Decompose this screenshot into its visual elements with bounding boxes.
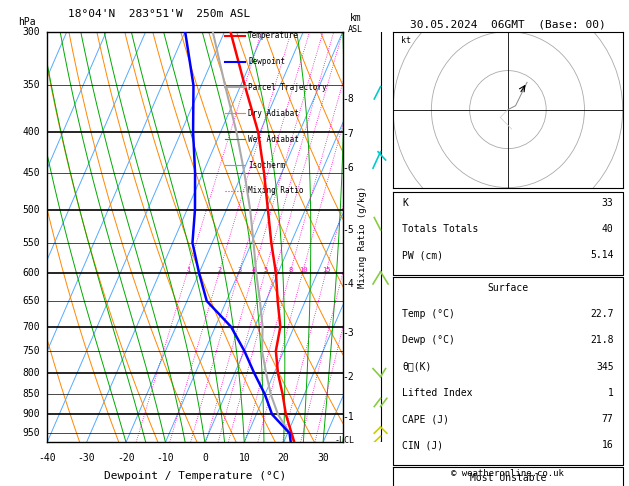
Text: 300: 300 [22,27,40,36]
Text: 0: 0 [202,452,208,463]
Text: Temp (°C): Temp (°C) [403,309,455,319]
Text: Dewpoint / Temperature (°C): Dewpoint / Temperature (°C) [104,471,286,481]
Text: CAPE (J): CAPE (J) [403,414,449,424]
Text: 3: 3 [237,267,242,273]
Text: 400: 400 [22,127,40,137]
Text: 22.7: 22.7 [590,309,613,319]
Text: 16: 16 [602,440,613,451]
Text: 5: 5 [264,267,268,273]
Text: -2: -2 [342,372,354,382]
Text: 700: 700 [22,322,40,332]
Text: 550: 550 [22,238,40,248]
Text: 900: 900 [22,409,40,419]
Text: K: K [403,198,408,208]
Text: Most Unstable: Most Unstable [470,473,546,483]
Text: -LCL: -LCL [334,436,354,445]
Text: 18°04'N  283°51'W  250m ASL: 18°04'N 283°51'W 250m ASL [69,9,250,19]
Text: 30.05.2024  06GMT  (Base: 00): 30.05.2024 06GMT (Base: 00) [410,19,606,29]
Text: Mixing Ratio (g/kg): Mixing Ratio (g/kg) [359,186,367,288]
Text: Wet Adiabat: Wet Adiabat [248,135,299,144]
Text: 2: 2 [218,267,222,273]
Text: © weatheronline.co.uk: © weatheronline.co.uk [452,469,564,478]
Text: 600: 600 [22,268,40,278]
Text: 500: 500 [22,205,40,215]
Text: PW (cm): PW (cm) [403,250,443,260]
Text: 21.8: 21.8 [590,335,613,346]
Text: hPa: hPa [18,17,35,28]
Text: 1: 1 [608,388,613,398]
Text: 800: 800 [22,368,40,378]
Text: Dewp (°C): Dewp (°C) [403,335,455,346]
Text: -20: -20 [117,452,135,463]
Text: 30: 30 [317,452,329,463]
Text: -8: -8 [342,94,354,104]
Text: 6: 6 [273,267,277,273]
Text: Totals Totals: Totals Totals [403,224,479,234]
Text: 77: 77 [602,414,613,424]
Text: 33: 33 [602,198,613,208]
Text: -5: -5 [342,225,354,235]
Text: -40: -40 [38,452,56,463]
Text: -3: -3 [342,328,354,338]
Text: 345: 345 [596,362,613,372]
Text: 450: 450 [22,168,40,178]
Text: Mixing Ratio: Mixing Ratio [248,187,304,195]
Text: 5.14: 5.14 [590,250,613,260]
Text: θᴄ(K): θᴄ(K) [403,362,431,372]
Text: 650: 650 [22,296,40,306]
Text: Dewpoint: Dewpoint [248,57,285,66]
Text: -10: -10 [157,452,174,463]
Text: 350: 350 [22,80,40,90]
Text: -6: -6 [342,163,354,173]
Text: Lifted Index: Lifted Index [403,388,473,398]
Text: 10: 10 [299,267,308,273]
Text: Isotherm: Isotherm [248,160,285,170]
Text: 8: 8 [289,267,293,273]
Text: 1: 1 [186,267,190,273]
Text: Surface: Surface [487,283,528,293]
Text: 40: 40 [602,224,613,234]
Text: km: km [350,14,361,23]
Text: -30: -30 [78,452,96,463]
Text: -4: -4 [342,279,354,289]
Text: Temperature: Temperature [248,31,299,40]
Text: ASL: ASL [348,25,363,34]
Text: 10: 10 [238,452,250,463]
Text: Dry Adiabat: Dry Adiabat [248,109,299,118]
Text: 950: 950 [22,428,40,438]
Text: Parcel Trajectory: Parcel Trajectory [248,83,327,92]
Text: 4: 4 [252,267,256,273]
Text: 750: 750 [22,346,40,356]
Text: 850: 850 [22,389,40,399]
Text: 15: 15 [322,267,331,273]
Text: 20: 20 [278,452,289,463]
Text: -1: -1 [342,412,354,422]
Text: CIN (J): CIN (J) [403,440,443,451]
Text: -7: -7 [342,129,354,139]
